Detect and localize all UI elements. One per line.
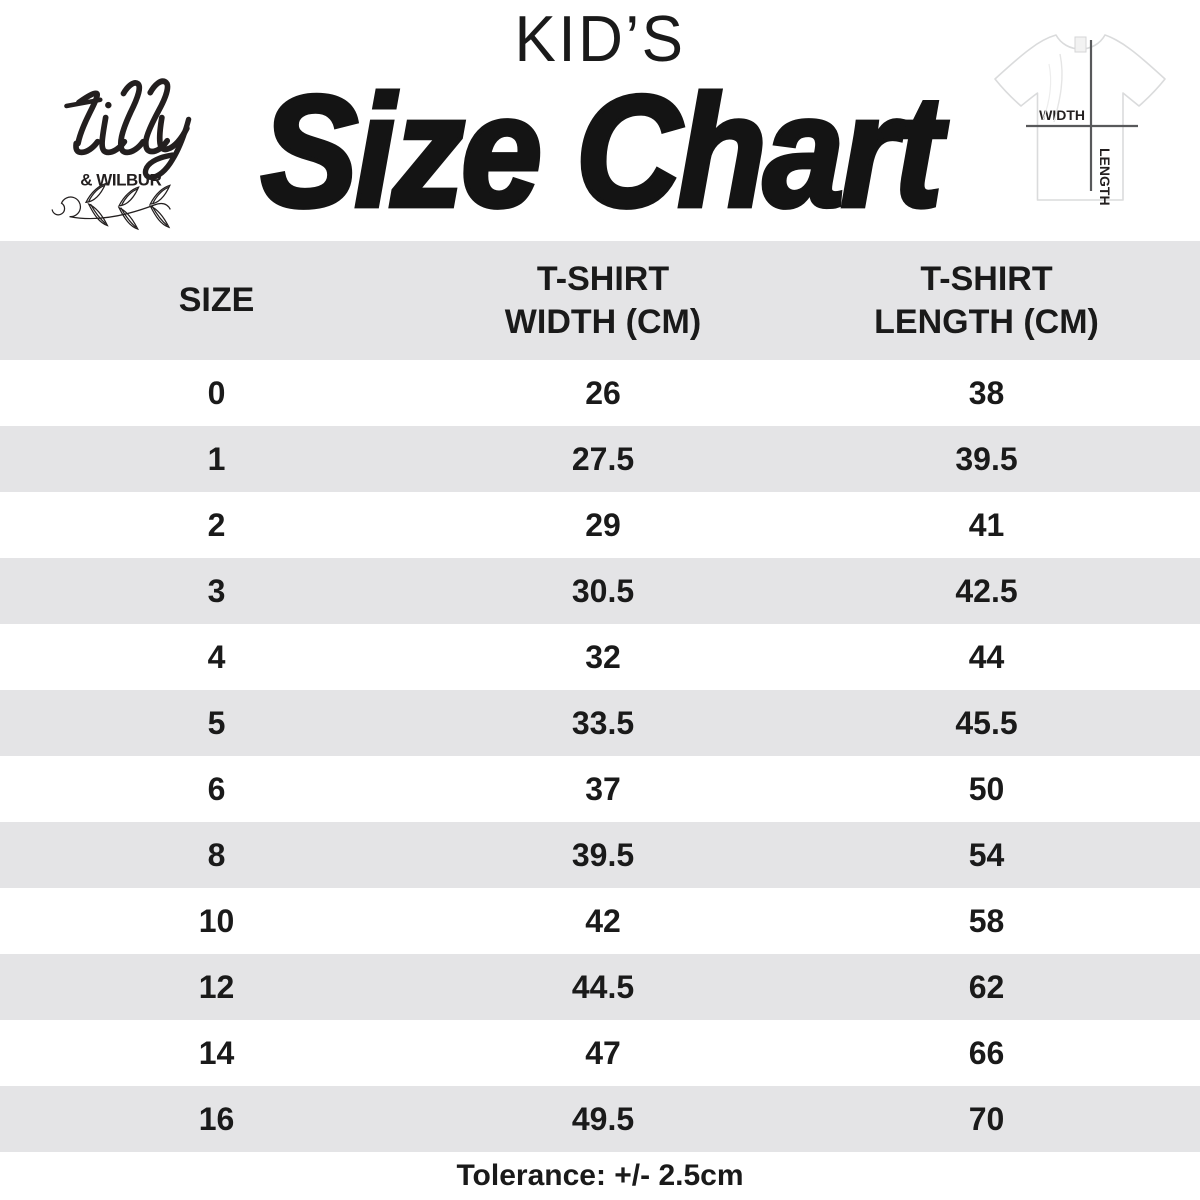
svg-text:& WILBUR: & WILBUR: [80, 170, 161, 189]
svg-text:LENGTH: LENGTH: [1097, 148, 1113, 206]
